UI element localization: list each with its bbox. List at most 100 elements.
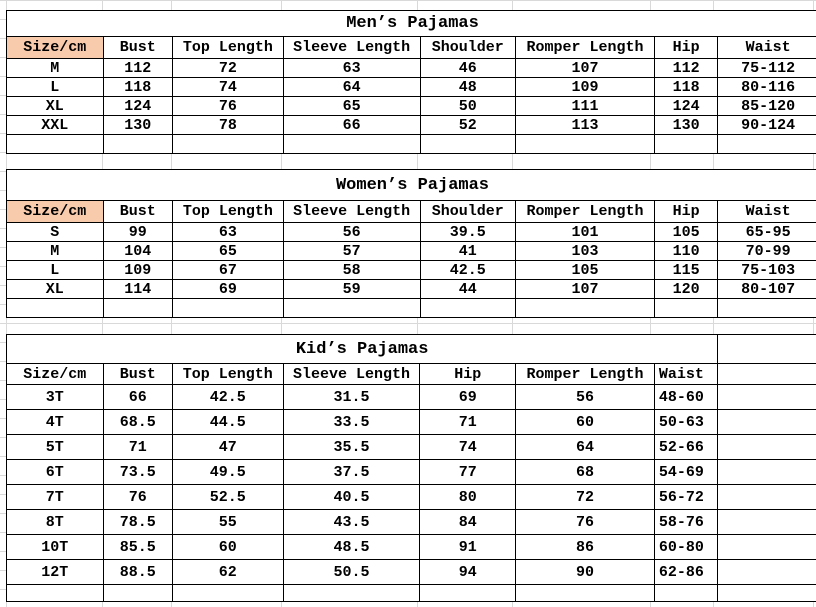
table-cell: 109 — [515, 77, 655, 97]
column-header: Bust — [102, 200, 174, 223]
table-cell: 65 — [172, 241, 284, 261]
table-cell: 120 — [653, 279, 719, 299]
table-cell: 62-86 — [653, 559, 719, 585]
empty-cell — [6, 298, 104, 318]
table-cell: 130 — [102, 115, 174, 135]
table-cell: 72 — [515, 484, 655, 510]
table-cell: 59 — [282, 279, 421, 299]
table-row: 12T 88.5 62 50.5 94 90 62-86 — [6, 559, 816, 585]
table-cell: 52 — [419, 115, 517, 135]
header-row: Size/cm Bust Top Length Sleeve Length Should… — [6, 36, 816, 59]
table-cell: 39.5 — [419, 222, 517, 242]
table-cell: 70-99 — [717, 241, 816, 261]
table-cell: 115 — [653, 260, 719, 280]
column-header: Shoulder — [419, 36, 517, 59]
table-cell: 7T — [6, 484, 104, 510]
table-cell: 104 — [102, 241, 174, 261]
table-row: L 118 74 64 48 109 118 80-116 — [6, 77, 816, 97]
table-cell: 78.5 — [102, 509, 173, 535]
title-row: Men’s Pajamas — [6, 10, 816, 37]
table-cell: 66 — [282, 115, 421, 135]
table-cell: L — [6, 260, 104, 280]
table-cell: 43.5 — [282, 509, 421, 535]
empty-cell — [6, 584, 104, 602]
table-cell: 35.5 — [282, 434, 421, 460]
table-cell: 101 — [515, 222, 655, 242]
column-header: Size/cm — [6, 36, 104, 59]
table-cell: 85-120 — [717, 96, 816, 116]
table-row: 5T 71 47 35.5 74 64 52-66 — [6, 434, 816, 460]
table-row: 6T 73.5 49.5 37.5 77 68 54-69 — [6, 459, 816, 485]
mens-size-table: Men’s Pajamas Size/cm Bust Top Length Sleeve… — [6, 10, 816, 154]
table-cell: 66 — [102, 384, 173, 410]
table-cell: 56-72 — [653, 484, 719, 510]
table-row: S 99 63 56 39.5 101 105 65-95 — [6, 222, 816, 242]
empty-cell — [282, 584, 421, 602]
table-cell: 109 — [102, 260, 174, 280]
table-row: M 104 65 57 41 103 110 70-99 — [6, 241, 816, 261]
table-cell: 67 — [172, 260, 284, 280]
table-cell: 69 — [172, 279, 284, 299]
empty-cell — [515, 134, 655, 154]
column-header: Bust — [102, 363, 173, 385]
table-cell: 33.5 — [282, 409, 421, 435]
table-row: 10T 85.5 60 48.5 91 86 60-80 — [6, 534, 816, 560]
table-cell: 113 — [515, 115, 655, 135]
table-row: XL 114 69 59 44 107 120 80-107 — [6, 279, 816, 299]
table-row: L 109 67 58 42.5 105 115 75-103 — [6, 260, 816, 280]
table-cell: 50 — [419, 96, 517, 116]
table-cell: 90-124 — [717, 115, 816, 135]
table-cell: 60-80 — [653, 534, 719, 560]
table-cell: 72 — [172, 58, 284, 78]
table-cell: 77 — [419, 459, 517, 485]
empty-row — [6, 298, 816, 318]
empty-cell — [515, 584, 655, 602]
table-cell: 52-66 — [653, 434, 719, 460]
table-cell: 68.5 — [102, 409, 173, 435]
table-title: Kid’s Pajamas — [5, 334, 719, 364]
empty-cell — [717, 363, 816, 385]
column-header: Bust — [102, 36, 174, 59]
table-cell: 48-60 — [653, 384, 719, 410]
table-cell: 65 — [282, 96, 421, 116]
empty-cell — [653, 298, 719, 318]
column-header: Waist — [717, 200, 816, 223]
table-cell: 64 — [282, 77, 421, 97]
table-cell: 75-112 — [717, 58, 816, 78]
table-cell: 57 — [282, 241, 421, 261]
table-cell: 112 — [653, 58, 719, 78]
table-cell: 91 — [419, 534, 517, 560]
table-cell: 6T — [6, 459, 104, 485]
table-cell: 78 — [172, 115, 284, 135]
table-cell: 107 — [515, 279, 655, 299]
table-cell: 42.5 — [171, 384, 284, 410]
table-cell: S — [6, 222, 104, 242]
table-cell: 90 — [515, 559, 655, 585]
column-header: Size/cm — [6, 200, 104, 223]
column-header: Sleeve Length — [282, 363, 421, 385]
table-cell: 99 — [102, 222, 174, 242]
table-cell: 80-116 — [717, 77, 816, 97]
table-cell: 74 — [419, 434, 517, 460]
empty-cell — [717, 484, 816, 510]
table-row: XL 124 76 65 50 111 124 85-120 — [6, 96, 816, 116]
table-row: 7T 76 52.5 40.5 80 72 56-72 — [6, 484, 816, 510]
empty-cell — [717, 509, 816, 535]
title-row: Women’s Pajamas — [6, 169, 816, 201]
empty-cell — [172, 298, 284, 318]
table-cell: 118 — [102, 77, 174, 97]
table-cell: 4T — [6, 409, 104, 435]
table-cell: 94 — [419, 559, 517, 585]
table-cell: 103 — [515, 241, 655, 261]
table-cell: 112 — [102, 58, 174, 78]
empty-cell — [717, 434, 816, 460]
table-cell: 37.5 — [282, 459, 421, 485]
table-cell: 31.5 — [282, 384, 421, 410]
empty-cell — [717, 384, 816, 410]
column-header: Hip — [419, 363, 517, 385]
table-cell: 118 — [653, 77, 719, 97]
column-header: Hip — [653, 36, 719, 59]
empty-cell — [515, 298, 655, 318]
table-cell: 60 — [171, 534, 284, 560]
table-cell: 10T — [6, 534, 104, 560]
